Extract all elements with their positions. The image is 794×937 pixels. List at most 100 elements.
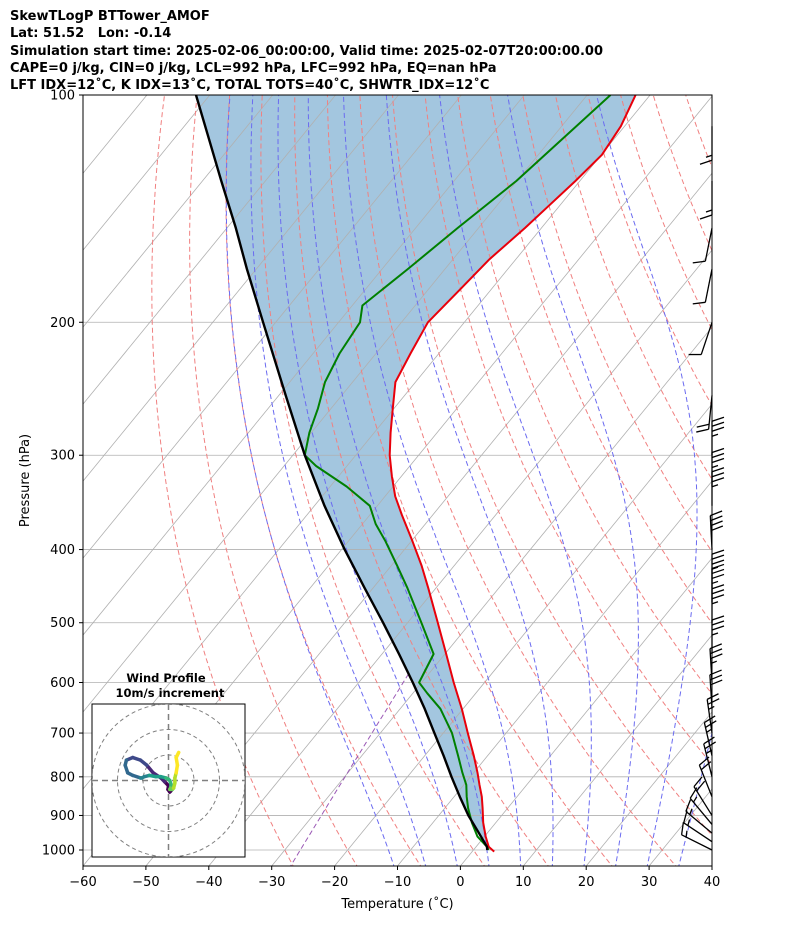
isotherm-line xyxy=(83,95,462,559)
x-tick-label: 20 xyxy=(578,875,595,890)
dry-adiabat-line xyxy=(489,95,712,624)
wind-barb-staff xyxy=(709,648,713,683)
wind-barb-half-flag xyxy=(692,796,698,803)
x-tick-label: −40 xyxy=(195,875,222,890)
dry-adiabat-line xyxy=(260,95,486,866)
isotherm-line xyxy=(83,95,211,251)
wind-barb-staff xyxy=(683,822,713,843)
wind-barb-half-flag xyxy=(711,433,719,437)
dry-adiabat-line xyxy=(424,95,712,766)
wind-barb-staff xyxy=(685,810,713,834)
wind-barb-staff xyxy=(698,764,713,797)
wind-barb-flag xyxy=(699,159,713,165)
wind-barb-half-flag xyxy=(711,632,719,636)
y-tick-label: 100 xyxy=(50,89,75,104)
wind-barb xyxy=(711,563,725,603)
wind-barb-half-flag xyxy=(710,660,717,665)
wind-barb-flag xyxy=(710,525,724,532)
wind-barb-staff xyxy=(709,515,713,550)
dry-adiabat-line xyxy=(457,95,712,695)
isotherm-line xyxy=(83,95,274,328)
isotherm-line xyxy=(145,172,712,866)
moist-adiabat-line xyxy=(507,95,639,866)
wind-barb xyxy=(692,227,713,264)
wind-barb-flag xyxy=(711,620,725,626)
wind-barb-flag xyxy=(699,214,713,220)
wind-barb-half-flag xyxy=(705,209,713,213)
moist-adiabat-line xyxy=(277,95,458,866)
x-tick-label: 10 xyxy=(515,875,532,890)
wind-barb xyxy=(699,181,713,220)
wind-barb xyxy=(711,467,725,506)
wind-barb-flag xyxy=(711,559,725,565)
dry-adiabat-line xyxy=(225,95,422,866)
index-line: LFT IDX=12˚C, K IDX=13˚C, TOTAL TOTS=40˚… xyxy=(10,78,490,94)
wind-barb-half-flag xyxy=(705,154,713,158)
x-tick-label: 40 xyxy=(704,875,721,890)
x-tick-label: 0 xyxy=(456,875,464,890)
mixing-ratio-line xyxy=(290,671,411,866)
dry-adiabat-line xyxy=(151,95,294,866)
wind-barb-half-flag xyxy=(711,566,719,570)
wind-barb-flag xyxy=(711,447,725,454)
wind-barb-half-flag xyxy=(711,580,719,585)
x-tick-label: −50 xyxy=(132,875,159,890)
temperature-profile-line xyxy=(388,95,637,853)
wind-barbs-layer xyxy=(680,126,725,851)
y-tick-label: 400 xyxy=(50,543,75,558)
profile-lines-layer xyxy=(194,95,637,853)
wind-barb-flag xyxy=(692,301,706,305)
wind-barb-flag xyxy=(696,428,709,433)
wind-barb-flag xyxy=(707,698,720,705)
wind-barb-flag xyxy=(693,776,703,788)
wind-barb xyxy=(696,395,713,433)
isotherm-line xyxy=(522,634,712,866)
wind-barb-flag xyxy=(711,421,725,427)
y-tick-label: 1000 xyxy=(42,844,75,859)
wind-barb-half-flag xyxy=(711,601,719,605)
wind-barb xyxy=(692,268,713,305)
wind-barb-flag xyxy=(706,693,719,700)
wind-barb-flag xyxy=(704,741,716,750)
isotherm-line xyxy=(460,557,712,866)
wind-barb-flag xyxy=(680,822,685,835)
wind-barb-staff xyxy=(707,395,713,430)
wind-barb-flag xyxy=(711,573,725,580)
wind-barb-flag xyxy=(711,457,725,464)
moist-adiabat-line xyxy=(250,95,427,866)
plot-content xyxy=(83,95,712,866)
y-tick-label: 600 xyxy=(50,676,75,691)
dry-adiabat-line xyxy=(522,95,712,553)
wind-barb-staff xyxy=(703,722,713,756)
wind-barb-staff xyxy=(681,834,713,851)
wind-barb-flag xyxy=(710,510,723,517)
dry-adiabat-line xyxy=(391,95,712,836)
dry-adiabat-line xyxy=(326,95,613,866)
x-tick-label: −20 xyxy=(321,875,348,890)
wind-barb-flag xyxy=(711,568,725,575)
isotherm-line xyxy=(711,865,712,866)
x-axis-label: Temperature (˚C) xyxy=(340,896,453,912)
wind-barb xyxy=(685,799,713,834)
wind-barb-flag xyxy=(685,799,692,812)
wind-barb-staff xyxy=(709,674,713,709)
wind-barb-half-flag xyxy=(711,484,719,488)
x-tick-label: −60 xyxy=(69,875,96,890)
wind-barb-flag xyxy=(711,416,725,422)
hodograph-content xyxy=(92,704,245,857)
wind-barb xyxy=(680,822,713,851)
wind-barb-flag xyxy=(711,625,725,631)
wind-barb xyxy=(699,126,713,165)
wind-barb xyxy=(711,447,725,487)
wind-barb-staff xyxy=(704,227,713,262)
parcel-profile-line xyxy=(194,95,489,851)
dewpoint-profile-line xyxy=(303,95,612,851)
isotherm-line xyxy=(83,95,525,636)
wind-barb xyxy=(693,776,713,816)
wind-barb-flag xyxy=(710,520,723,527)
wind-barb-flag xyxy=(711,472,725,478)
wind-barb-half-flag xyxy=(711,464,719,469)
moist-adiabats-layer xyxy=(225,95,712,866)
wind-barb xyxy=(711,549,725,589)
